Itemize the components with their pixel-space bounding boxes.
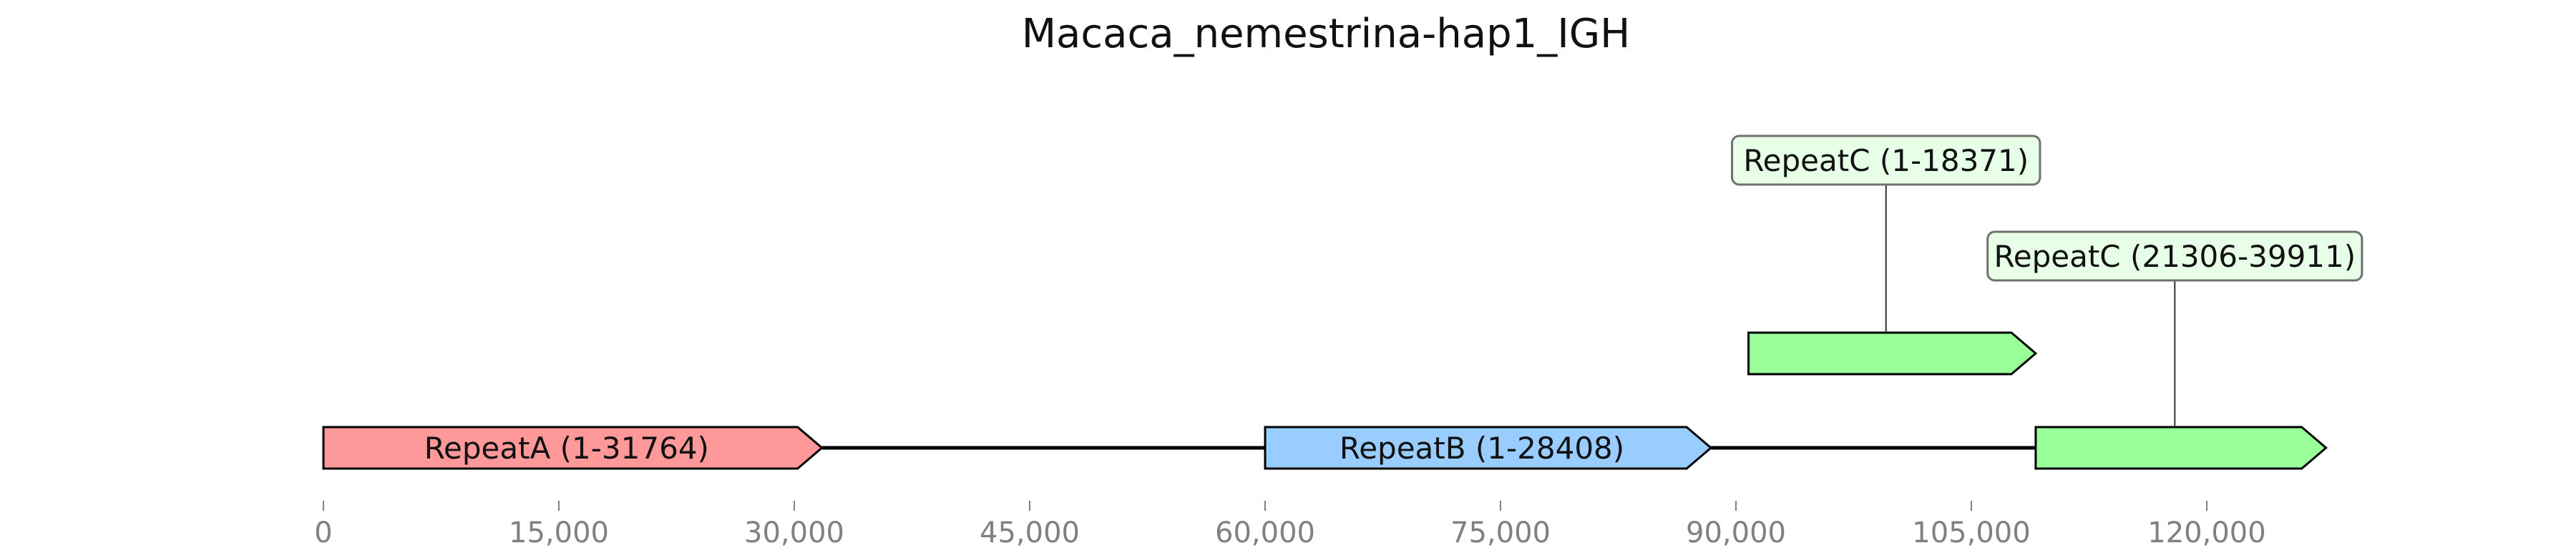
x-tick-label: 30,000 <box>744 517 844 549</box>
x-axis: 0 15,000 30,000 45,000 60,000 75,000 90,000 105… <box>314 501 2266 549</box>
annotation-label: RepeatC (21306-39911) <box>1994 239 2356 274</box>
x-tick-label: 45,000 <box>980 517 1080 549</box>
annotation-label: RepeatC (1-18371) <box>1743 143 2029 178</box>
x-tick-label: 105,000 <box>1912 517 2030 549</box>
feature-label-repeatA: RepeatA (1-31764) <box>424 431 709 466</box>
feature-arrow-repeatA <box>322 426 824 470</box>
annotation-box <box>1986 230 2363 282</box>
x-tick-label: 120,000 <box>2147 517 2265 549</box>
annotation-box <box>1731 134 2041 186</box>
feature-arrow-repeatB <box>1264 426 1713 470</box>
annotation-layer: RepeatC (1-18371) RepeatC (21306-39911) <box>1731 134 2363 427</box>
x-tick-label: 0 <box>314 517 332 549</box>
feature-arrow-repeatC-1 <box>1747 331 2038 376</box>
x-tick-label: 90,000 <box>1686 517 1786 549</box>
feature-layer: RepeatA (1-31764) RepeatB (1-28408) <box>322 331 2328 470</box>
feature-label-repeatB: RepeatB (1-28408) <box>1340 431 1624 466</box>
chart-title: Macaca_nemestrina-hap1_IGH <box>1022 11 1631 57</box>
feature-arrow-repeatC-2 <box>2034 426 2328 470</box>
x-tick-label: 15,000 <box>509 517 609 549</box>
x-tick-label: 75,000 <box>1450 517 1551 549</box>
x-tick-label: 60,000 <box>1215 517 1315 549</box>
